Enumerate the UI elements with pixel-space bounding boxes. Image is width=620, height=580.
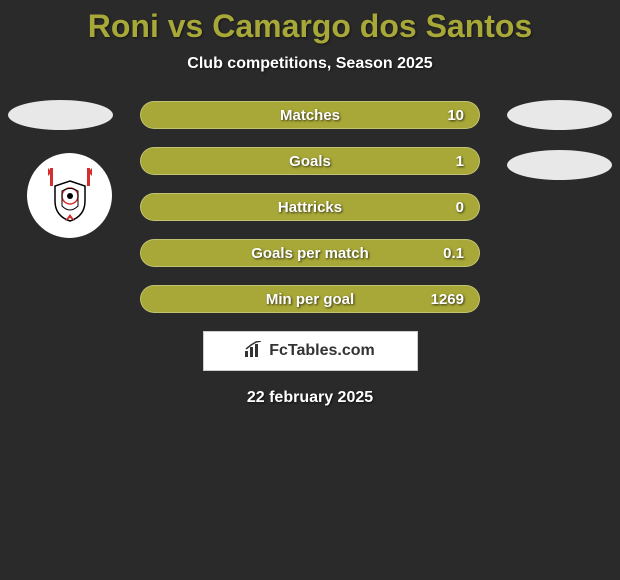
stats-container: Matches 10 Goals 1 [0,101,620,313]
stat-label: Matches [280,107,340,124]
stat-label: Goals per match [251,245,369,262]
stat-bar: Goals 1 [140,147,480,175]
stat-label: Hattricks [278,199,342,216]
stat-bar: Matches 10 [140,101,480,129]
stat-row: Goals per match 0.1 [0,239,620,267]
stat-value: 1 [456,153,464,170]
stat-value: 1269 [431,291,464,308]
footer-brand-text: FcTables.com [269,342,375,360]
player-oval-right [507,150,612,180]
stat-bar: Min per goal 1269 [140,285,480,313]
chart-icon [245,341,263,362]
stat-row: Min per goal 1269 [0,285,620,313]
stat-bar: Goals per match 0.1 [140,239,480,267]
page-title: Roni vs Camargo dos Santos [0,0,620,45]
stat-label: Goals [289,153,331,170]
player-oval-right [507,100,612,130]
stat-bar: Hattricks 0 [140,193,480,221]
subtitle: Club competitions, Season 2025 [0,55,620,73]
stat-value: 0 [456,199,464,216]
stat-row: Hattricks 0 [0,193,620,221]
stat-value: 0.1 [443,245,464,262]
stat-label: Min per goal [266,291,354,308]
stat-row: Matches 10 [0,101,620,129]
date-text: 22 february 2025 [0,389,620,407]
footer-brand[interactable]: FcTables.com [203,331,418,371]
stat-value: 10 [447,107,464,124]
player-oval-left [8,100,113,130]
